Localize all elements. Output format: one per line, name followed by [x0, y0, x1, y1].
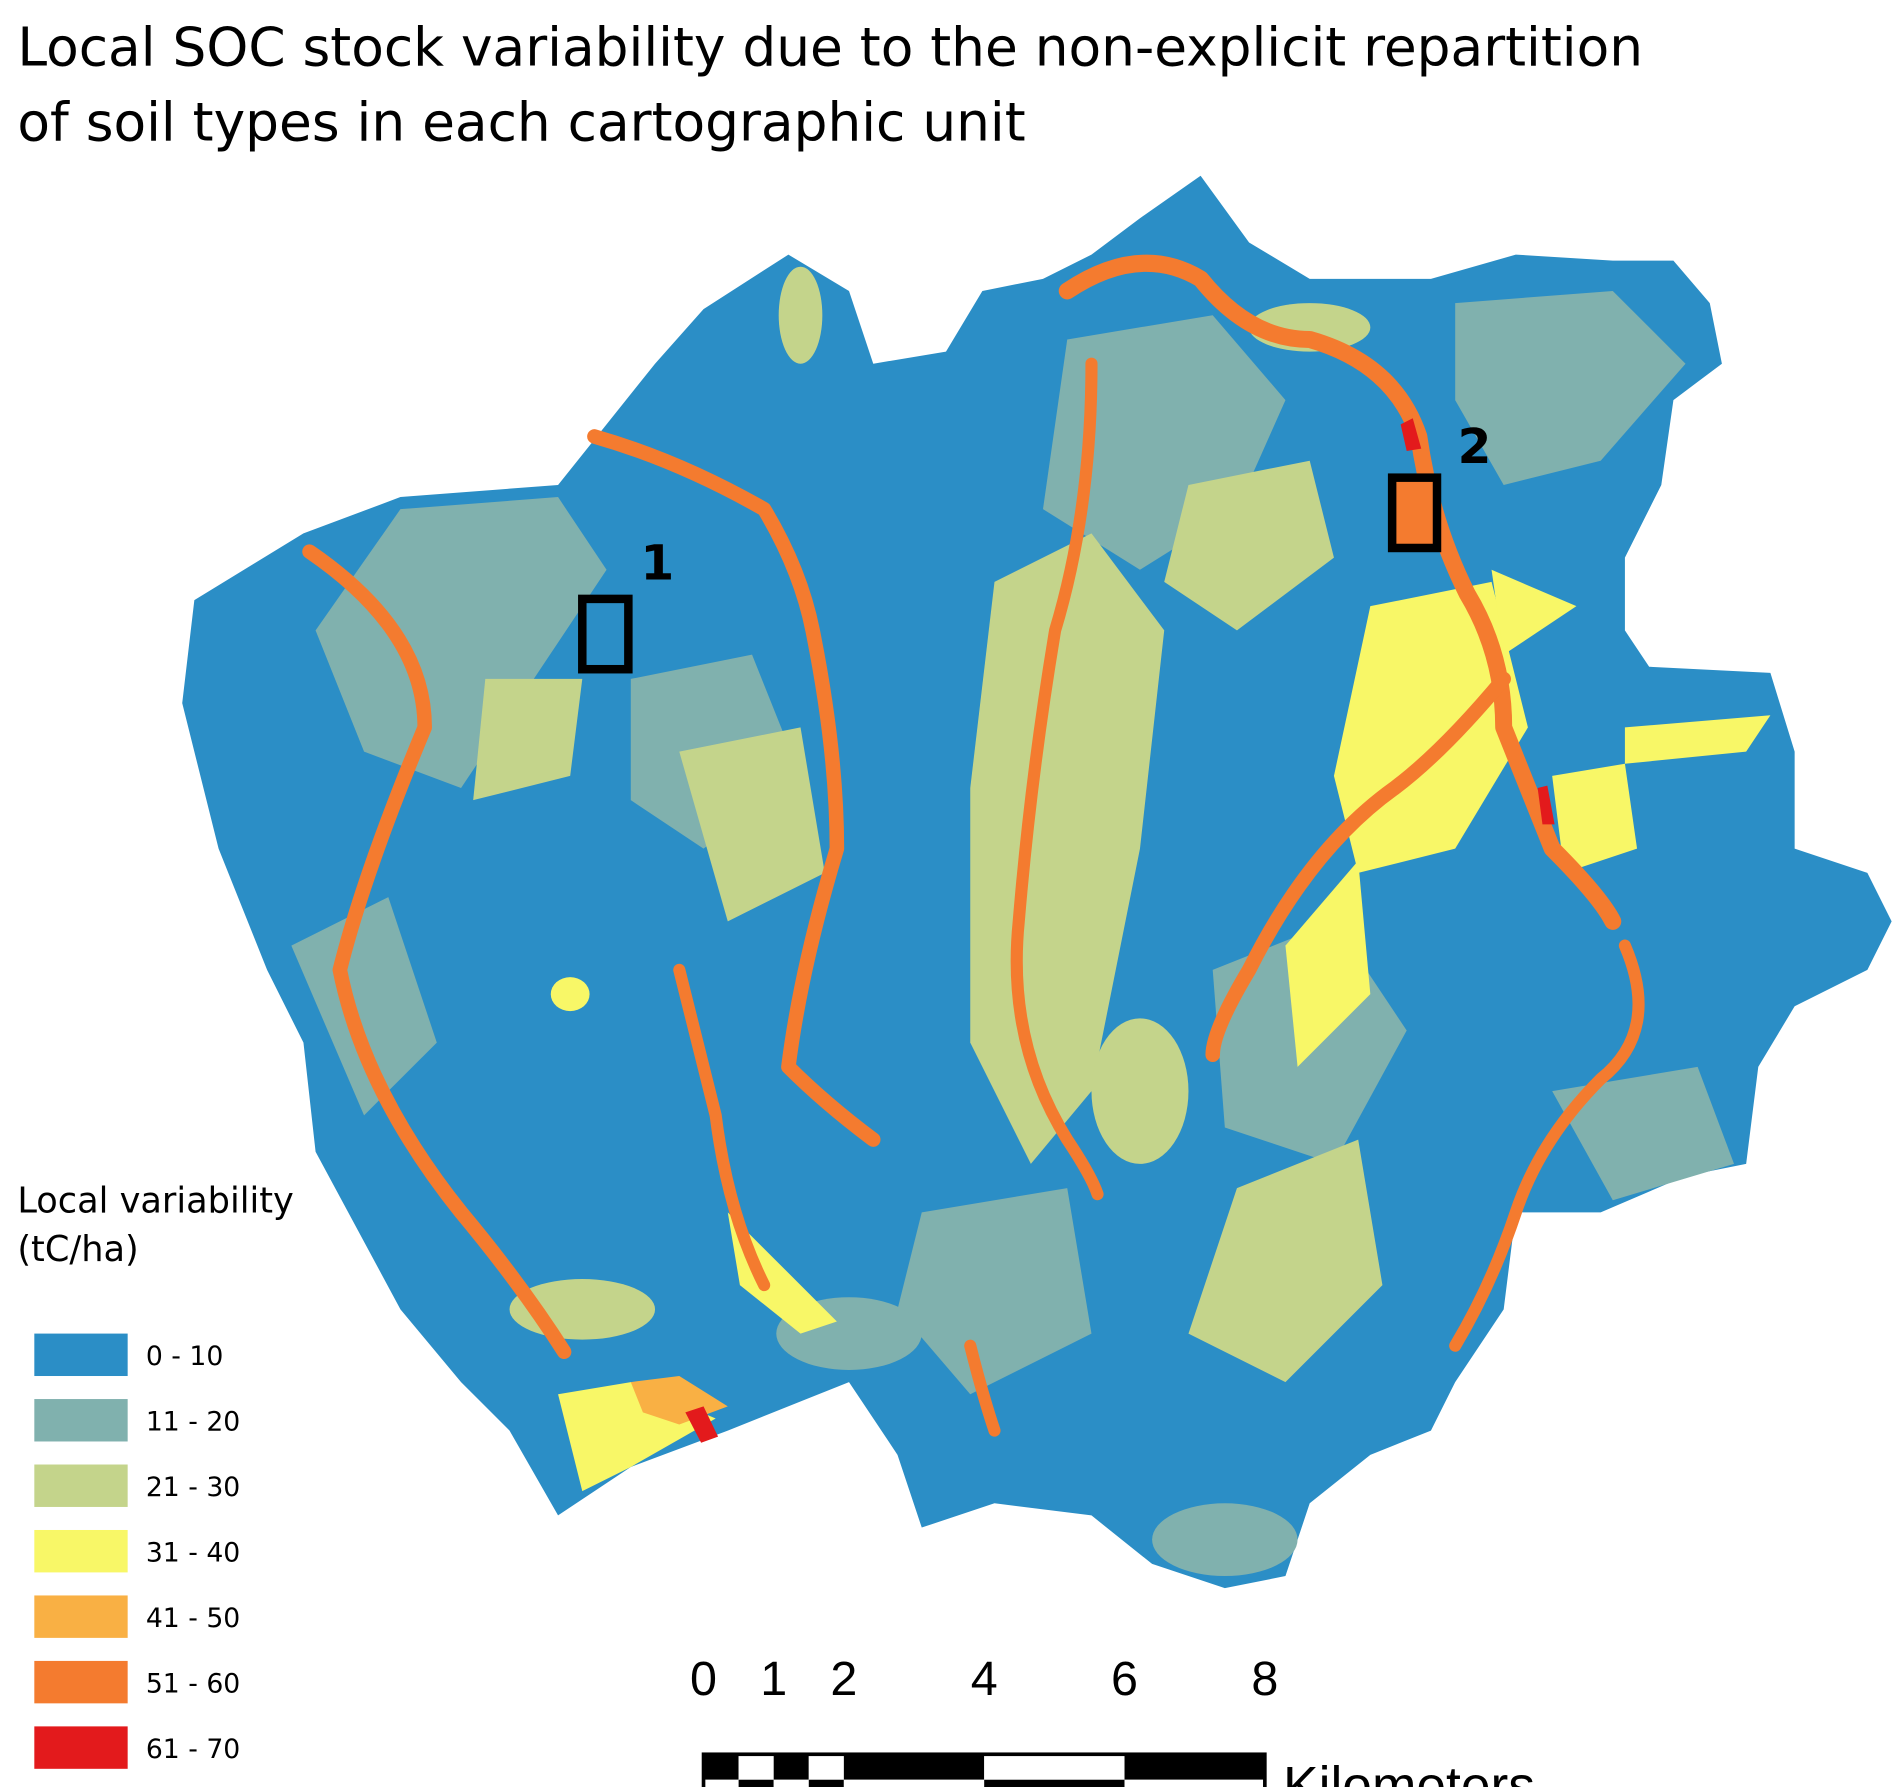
scale-label: 2 — [830, 1652, 857, 1706]
site-box — [578, 594, 633, 674]
scale-segment — [703, 1754, 739, 1780]
scale-label: 1 — [760, 1652, 787, 1706]
scale-segment — [984, 1754, 1125, 1780]
soc-map — [182, 175, 1892, 1589]
scale-frame — [701, 1752, 1267, 1787]
scale-segment — [738, 1754, 774, 1780]
legend: 0 - 10 11 - 20 21 - 30 31 - 40 41 - 50 51 - 6… — [34, 1333, 240, 1769]
title-line: Local SOC stock variability due to the n… — [17, 15, 1643, 78]
legend-label: 0 - 10 — [146, 1341, 223, 1372]
legend-title: (tC/ha) — [17, 1229, 138, 1270]
legend-label: 11 - 20 — [146, 1407, 240, 1438]
legend-label: 61 - 70 — [146, 1734, 240, 1765]
scale-segment — [773, 1754, 809, 1780]
scale-label: 0 — [690, 1652, 717, 1706]
scale-unit: Kilometers — [1283, 1757, 1535, 1787]
class-61-70-patches — [685, 418, 1555, 1443]
legend-swatch — [34, 1595, 128, 1638]
legend-swatch — [34, 1399, 128, 1442]
legend-swatch — [34, 1464, 128, 1507]
legend-swatch — [34, 1660, 128, 1704]
scale-label: 8 — [1251, 1652, 1278, 1706]
site-label: 2 — [1458, 419, 1492, 475]
legend-swatch — [34, 1333, 128, 1377]
scale-segment — [773, 1779, 809, 1787]
site-label: 1 — [640, 536, 674, 592]
legend-swatch — [34, 1726, 128, 1769]
scale-label: 6 — [1111, 1652, 1138, 1706]
scale-segment — [1124, 1779, 1265, 1787]
scale-segment — [808, 1779, 844, 1787]
scale-label: 4 — [971, 1652, 998, 1706]
sites: 1 2 — [578, 419, 1492, 674]
scale-segment — [703, 1779, 739, 1787]
scale-segment — [984, 1779, 1125, 1787]
legend-label: 31 - 40 — [146, 1538, 240, 1569]
title-line: of soil types in each cartographic unit — [17, 91, 1025, 154]
site-box — [1387, 473, 1442, 553]
legend-title: Local variability — [17, 1180, 294, 1221]
scale-bar: 0 1 2 4 6 8 Kilometers — [690, 1652, 1535, 1787]
legend-label: 41 - 50 — [146, 1603, 240, 1634]
class-21-30-patches — [473, 266, 1383, 1383]
scale-segment — [738, 1779, 774, 1787]
scale-segment — [843, 1754, 985, 1780]
scale-segment — [843, 1779, 985, 1787]
scale-segment — [808, 1754, 844, 1780]
scale-segment — [1124, 1754, 1265, 1780]
legend-swatch — [34, 1529, 128, 1573]
legend-label: 21 - 30 — [146, 1472, 240, 1503]
legend-label: 51 - 60 — [146, 1668, 240, 1699]
